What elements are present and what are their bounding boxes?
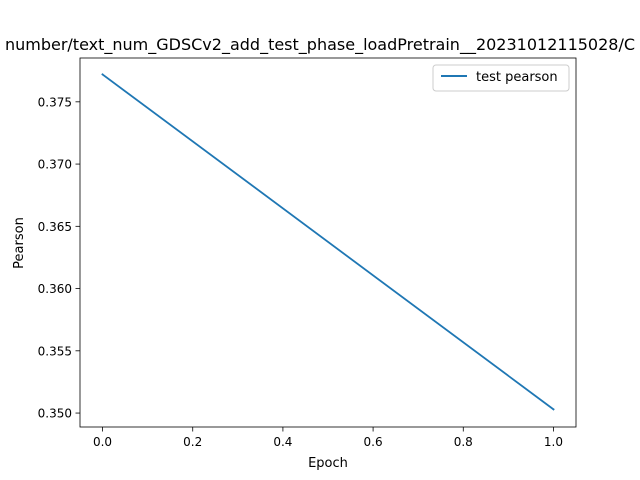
y-tick-label: 0.375 bbox=[38, 95, 72, 109]
y-tick-label: 0.350 bbox=[38, 407, 72, 421]
x-tick-label: 1.0 bbox=[544, 435, 563, 449]
chart-title: number/text_num_GDSCv2_add_test_phase_lo… bbox=[5, 35, 635, 55]
x-tick-label: 0.4 bbox=[273, 435, 292, 449]
y-axis-label: Pearson bbox=[12, 217, 27, 269]
y-tick-label: 0.365 bbox=[38, 220, 72, 234]
y-tick-label: 0.370 bbox=[38, 158, 72, 172]
x-tick-label: 0.8 bbox=[454, 435, 473, 449]
legend-box bbox=[432, 64, 570, 92]
x-tick-label: 0.0 bbox=[93, 435, 112, 449]
legend: test pearson bbox=[432, 64, 570, 92]
series-point-test-pearson bbox=[552, 408, 555, 411]
x-tick-label: 0.2 bbox=[183, 435, 202, 449]
series-line-test-pearson bbox=[101, 73, 555, 411]
x-axis-label: Epoch bbox=[308, 456, 348, 471]
plot-frame bbox=[79, 57, 577, 428]
legend-label-test-pearson: test pearson bbox=[476, 70, 558, 85]
y-axis-ticks: 0.350 0.355 0.360 0.365 0.370 0.375 bbox=[38, 95, 80, 421]
y-tick-label: 0.355 bbox=[38, 344, 72, 358]
y-tick-label: 0.360 bbox=[38, 282, 72, 296]
x-axis-ticks: 0.0 0.2 0.4 0.6 0.8 1.0 bbox=[93, 427, 563, 449]
x-tick-label: 0.6 bbox=[364, 435, 383, 449]
series-point-test-pearson bbox=[101, 73, 104, 76]
series-layer bbox=[101, 73, 555, 411]
